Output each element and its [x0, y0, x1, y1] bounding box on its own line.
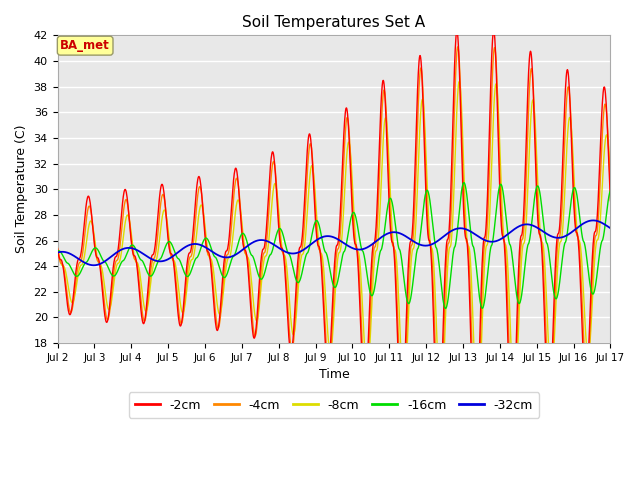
Legend: -2cm, -4cm, -8cm, -16cm, -32cm: -2cm, -4cm, -8cm, -16cm, -32cm: [129, 393, 540, 418]
X-axis label: Time: Time: [319, 368, 349, 382]
Text: BA_met: BA_met: [60, 39, 110, 52]
Y-axis label: Soil Temperature (C): Soil Temperature (C): [15, 125, 28, 253]
Title: Soil Temperatures Set A: Soil Temperatures Set A: [243, 15, 426, 30]
